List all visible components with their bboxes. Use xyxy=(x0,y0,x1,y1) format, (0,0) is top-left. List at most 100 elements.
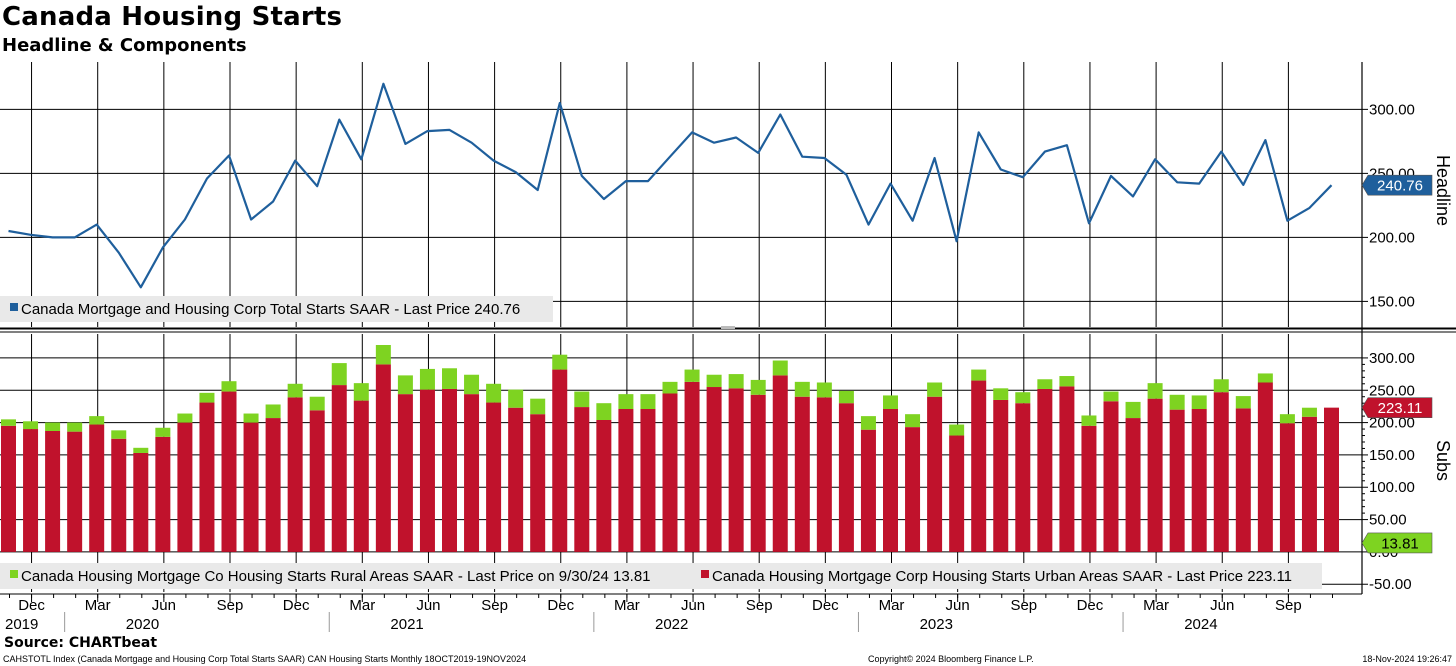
rural-bar xyxy=(1,419,16,426)
x-month-label: Dec xyxy=(1077,597,1104,614)
x-month-label: Mar xyxy=(349,597,375,614)
rural-bar xyxy=(199,392,215,403)
x-year-label: 2019 xyxy=(5,616,38,633)
rural-bar xyxy=(552,354,568,370)
rural-bar xyxy=(596,403,612,420)
rural-bar xyxy=(89,416,105,425)
rural-bar xyxy=(265,404,281,419)
urban-bar xyxy=(574,407,590,552)
rural-bar xyxy=(243,413,259,423)
urban-bar xyxy=(1301,416,1317,552)
rural-bar xyxy=(375,344,391,365)
urban-bar xyxy=(530,414,546,552)
rural-bar xyxy=(530,398,546,415)
rural-bar xyxy=(464,374,480,395)
urban-bar xyxy=(1279,423,1295,552)
bottom-y-tick-label: 300.00 xyxy=(1369,350,1415,367)
urban-bar xyxy=(353,400,369,552)
urban-bar xyxy=(265,418,281,552)
rural-bar xyxy=(397,375,413,395)
rural-bar xyxy=(1037,379,1053,389)
x-year-label: 2023 xyxy=(920,616,953,633)
x-year-label: 2020 xyxy=(126,616,159,633)
urban-bar xyxy=(155,436,171,552)
footer-ticker-note: CAHSTOTL Index (Canada Mortgage and Hous… xyxy=(3,654,527,664)
urban-bar xyxy=(772,375,788,552)
urban-bar xyxy=(883,409,898,552)
footer-timestamp: 18-Nov-2024 19:26:47 xyxy=(1362,654,1452,664)
urban-bar xyxy=(1037,388,1053,552)
rural-bar xyxy=(794,381,810,397)
urban-bar xyxy=(1059,386,1075,552)
rural-bar xyxy=(419,368,435,390)
x-month-label: Sep xyxy=(746,597,773,614)
top-legend-label: Canada Mortgage and Housing Corp Total S… xyxy=(21,301,520,318)
bottom-y-tick-label: 50.00 xyxy=(1369,512,1407,529)
rural-bar xyxy=(1257,373,1273,383)
urban-last-value-tag-label: 223.11 xyxy=(1378,400,1423,417)
rural-bar xyxy=(133,447,149,453)
x-month-label: Dec xyxy=(547,597,574,614)
rural-bar xyxy=(772,360,788,376)
bottom-axis-title: Subs xyxy=(1433,440,1453,481)
x-month-label: Dec xyxy=(283,597,310,614)
rural-last-value-tag-shape xyxy=(1361,532,1433,554)
rural-bar xyxy=(1103,391,1119,402)
urban-last-value-tag: 223.11 xyxy=(1361,397,1433,418)
urban-bar xyxy=(464,394,480,552)
bottom-y-tick-label: 150.00 xyxy=(1369,447,1415,464)
urban-bar xyxy=(419,389,435,552)
footer-copyright: Copyright© 2024 Bloomberg Finance L.P. xyxy=(868,654,1034,664)
rural-bar xyxy=(155,427,171,437)
rural-bar xyxy=(1081,415,1097,426)
x-month-label: Jun xyxy=(416,597,440,614)
urban-bar xyxy=(331,385,347,552)
headline-last-value-tag-shape xyxy=(1361,174,1433,196)
rural-bar xyxy=(971,369,987,381)
top-y-tick-label: 150.00 xyxy=(1369,293,1415,310)
urban-bar xyxy=(905,427,921,552)
urban-bar xyxy=(287,397,303,552)
rural-bar xyxy=(949,424,965,436)
chart-subtitle: Headline & Components xyxy=(2,35,247,56)
x-month-label: Jun xyxy=(1210,597,1234,614)
rural-bar xyxy=(331,363,347,386)
rural-bar xyxy=(309,396,325,411)
urban-bar xyxy=(508,407,524,552)
rural-bar xyxy=(221,381,237,392)
rural-bar xyxy=(662,381,678,394)
rural-bar xyxy=(640,394,656,410)
x-month-label: Mar xyxy=(879,597,905,614)
rural-bar xyxy=(1235,396,1251,409)
headline-last-value-tag: 240.76 xyxy=(1361,174,1433,196)
bar-layer xyxy=(1,344,1339,552)
urban-bar xyxy=(927,396,943,552)
axes-layer: 300.00250.00200.00150.00300.00250.00200.… xyxy=(0,62,1456,633)
bottom-legend-box xyxy=(0,563,1322,589)
urban-bar xyxy=(1169,409,1185,552)
urban-bar xyxy=(199,402,215,552)
urban-bar xyxy=(309,410,325,552)
rural-bar xyxy=(1125,401,1141,419)
urban-bar xyxy=(243,422,259,552)
urban-bar xyxy=(640,409,656,552)
legend-swatch-urban xyxy=(701,570,709,578)
top-legend-box xyxy=(0,296,553,322)
rural-bar xyxy=(287,383,303,398)
rural-bar xyxy=(67,422,83,432)
line-layer xyxy=(8,82,1333,289)
headline-series-line xyxy=(8,82,1333,289)
rural-bar xyxy=(1279,414,1295,424)
rural-last-value-tag: 13.81 xyxy=(1361,532,1433,554)
rural-bar xyxy=(905,414,921,428)
panel-resize-handle xyxy=(721,326,735,329)
urban-bar xyxy=(971,380,987,552)
bottom-y-tick-label: -50.00 xyxy=(1369,576,1412,593)
x-month-label: Sep xyxy=(1275,597,1302,614)
x-month-label: Jun xyxy=(946,597,970,614)
rural-bar xyxy=(993,388,1009,400)
x-month-label: Dec xyxy=(812,597,839,614)
x-year-label: 2021 xyxy=(390,616,423,633)
rural-bar xyxy=(728,374,744,389)
